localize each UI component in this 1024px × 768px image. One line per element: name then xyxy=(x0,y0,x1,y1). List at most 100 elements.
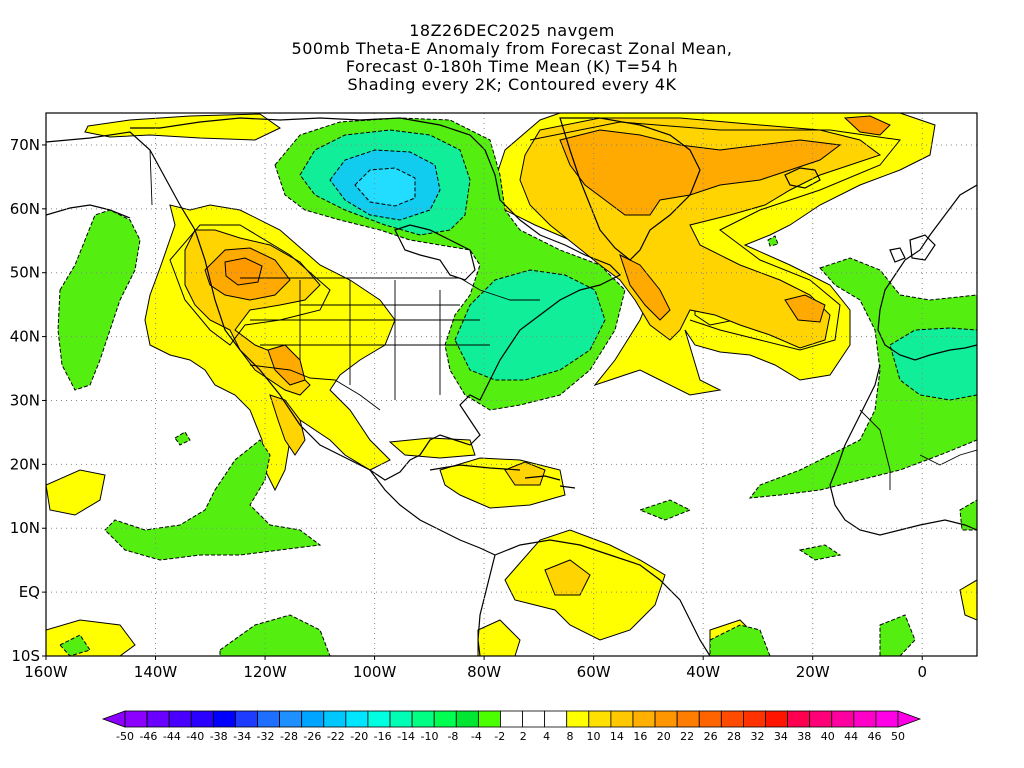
colorbar-swatch xyxy=(522,710,546,728)
borders-layer xyxy=(149,149,977,490)
colorbar-swatch xyxy=(345,710,369,728)
shade-pos-southamerica-west xyxy=(477,619,521,656)
lat-tick-label: 70N xyxy=(10,136,40,154)
coastline-layer xyxy=(46,117,977,656)
shade-pos3-atl-diag xyxy=(619,254,671,321)
colorbar-max-arrow xyxy=(897,710,922,728)
shade-neg-tiny-atl xyxy=(767,235,779,247)
colorbar-swatch xyxy=(743,710,766,728)
lon-tick-label: 140W xyxy=(134,663,178,681)
colorbar-swatch xyxy=(124,710,148,728)
title-line-1: 18Z26DEC2025 navgem xyxy=(409,21,615,40)
shade-pos2-carib xyxy=(504,461,546,486)
lon-tick-label: 80W xyxy=(467,663,501,681)
border-us-mexico xyxy=(249,364,381,411)
colorbar-swatch xyxy=(654,710,678,728)
colorbar-label: 14 xyxy=(610,730,624,743)
colorbar-label: 32 xyxy=(750,730,764,743)
lat-tick-label: 60N xyxy=(10,200,40,218)
colorbar-swatch xyxy=(323,710,347,728)
colorbar-swatch xyxy=(566,710,590,728)
colorbar-swatch xyxy=(279,710,303,728)
colorbar-label: -44 xyxy=(163,730,181,743)
border-africa-1 xyxy=(859,409,977,490)
colorbar-label: -20 xyxy=(350,730,368,743)
colorbar-label: -14 xyxy=(397,730,415,743)
colorbar-label: -28 xyxy=(280,730,298,743)
colorbar-label: 28 xyxy=(727,730,741,743)
plot-frame xyxy=(45,112,978,657)
shade-pos-gulf-carib xyxy=(388,437,476,459)
shade-neg2-europe xyxy=(889,327,977,401)
colorbar-swatch xyxy=(257,710,280,728)
contour-west-1 xyxy=(169,224,331,346)
title-line-2: 500mb Theta-E Anomaly from Forecast Zona… xyxy=(291,39,733,58)
shade-neg-eu-africa xyxy=(748,257,977,499)
coastline-africa xyxy=(829,364,977,536)
colorbar-swatch xyxy=(765,710,788,728)
lat-tick-label: 50N xyxy=(10,264,40,282)
colorbar-swatch xyxy=(212,710,236,728)
lon-tick-label: 40W xyxy=(686,663,720,681)
colorbar-label: 50 xyxy=(891,730,905,743)
colorbar-swatch xyxy=(367,710,391,728)
shade-pos2-baja xyxy=(269,394,306,456)
lat-tick-label: 10S xyxy=(11,647,40,665)
colorbar-swatch xyxy=(632,710,656,728)
lon-tick-label: 20W xyxy=(796,663,830,681)
border-alaska-canada xyxy=(149,149,153,206)
colorbar-swatch xyxy=(853,710,877,728)
colorbar-swatch xyxy=(168,710,192,728)
shade-neg-eastpac xyxy=(104,439,322,561)
shade-neg-atl-south xyxy=(709,624,771,656)
shade-neg-africa-small xyxy=(959,499,977,531)
colorbar-swatch xyxy=(698,710,722,728)
shade-pos-europe-east xyxy=(959,579,977,621)
coastline-europe xyxy=(877,184,977,361)
lon-tick-label: 160W xyxy=(24,663,68,681)
colorbar-label: 16 xyxy=(633,730,647,743)
colorbar-label: 38 xyxy=(797,730,811,743)
latitude-axis: 70N 60N 50N 40N 30N 20N 10N EQ 10S xyxy=(10,136,46,665)
colorbar-label: -4 xyxy=(471,730,482,743)
colorbar-swatch xyxy=(411,710,435,728)
colorbar-swatch xyxy=(831,710,855,728)
coastline-north-america xyxy=(46,117,622,481)
colorbar-label: -26 xyxy=(303,730,321,743)
lat-tick-label: 30N xyxy=(10,391,40,409)
colorbar-label: -46 xyxy=(139,730,157,743)
shade-pos-southpac xyxy=(46,619,136,656)
colorbar-label: -34 xyxy=(233,730,251,743)
colorbar-label: 46 xyxy=(868,730,882,743)
colorbar-label: 8 xyxy=(567,730,574,743)
colorbar-swatch xyxy=(720,710,744,728)
shade-pos-northpacific xyxy=(84,113,281,141)
colorbar-swatch xyxy=(477,710,501,728)
colorbar-label: 22 xyxy=(680,730,694,743)
shade-neg-small1 xyxy=(174,431,191,446)
lat-tick-label: 40N xyxy=(10,328,40,346)
colorbar-label: -2 xyxy=(494,730,505,743)
shade-pos2-sa xyxy=(544,559,591,596)
colorbar-swatch xyxy=(235,710,258,728)
coastline-alaska xyxy=(46,204,131,219)
colorbar-min-arrow xyxy=(101,710,126,728)
colorbar-swatch xyxy=(190,710,214,728)
shade-pos3-atl-mid xyxy=(784,294,826,323)
contour-atl-1 xyxy=(529,121,901,351)
colorbar-swatch xyxy=(809,710,833,728)
coastline-south-america xyxy=(477,539,711,656)
shade-neg-southpac xyxy=(219,614,331,656)
lon-tick-label: 100W xyxy=(353,663,397,681)
title-line-3: Forecast 0-180h Time Mean (K) T=54 h xyxy=(345,57,679,76)
colorbar-swatch xyxy=(500,710,523,728)
shade-neg-atl-lens2 xyxy=(638,499,692,521)
lat-tick-label: 20N xyxy=(10,455,40,473)
lon-tick-label: 120W xyxy=(243,663,287,681)
colorbar-label: 4 xyxy=(543,730,550,743)
border-states-1 xyxy=(250,280,490,400)
colorbar: -50 -46 -44 -40 -38 -34 -32 -28 -26 -22 -20 -16 -14-… xyxy=(101,710,922,743)
longitude-axis: 160W 140W 120W 100W 80W 60W 40W 20W 0 xyxy=(24,656,927,681)
colorbar-swatch xyxy=(875,710,899,728)
